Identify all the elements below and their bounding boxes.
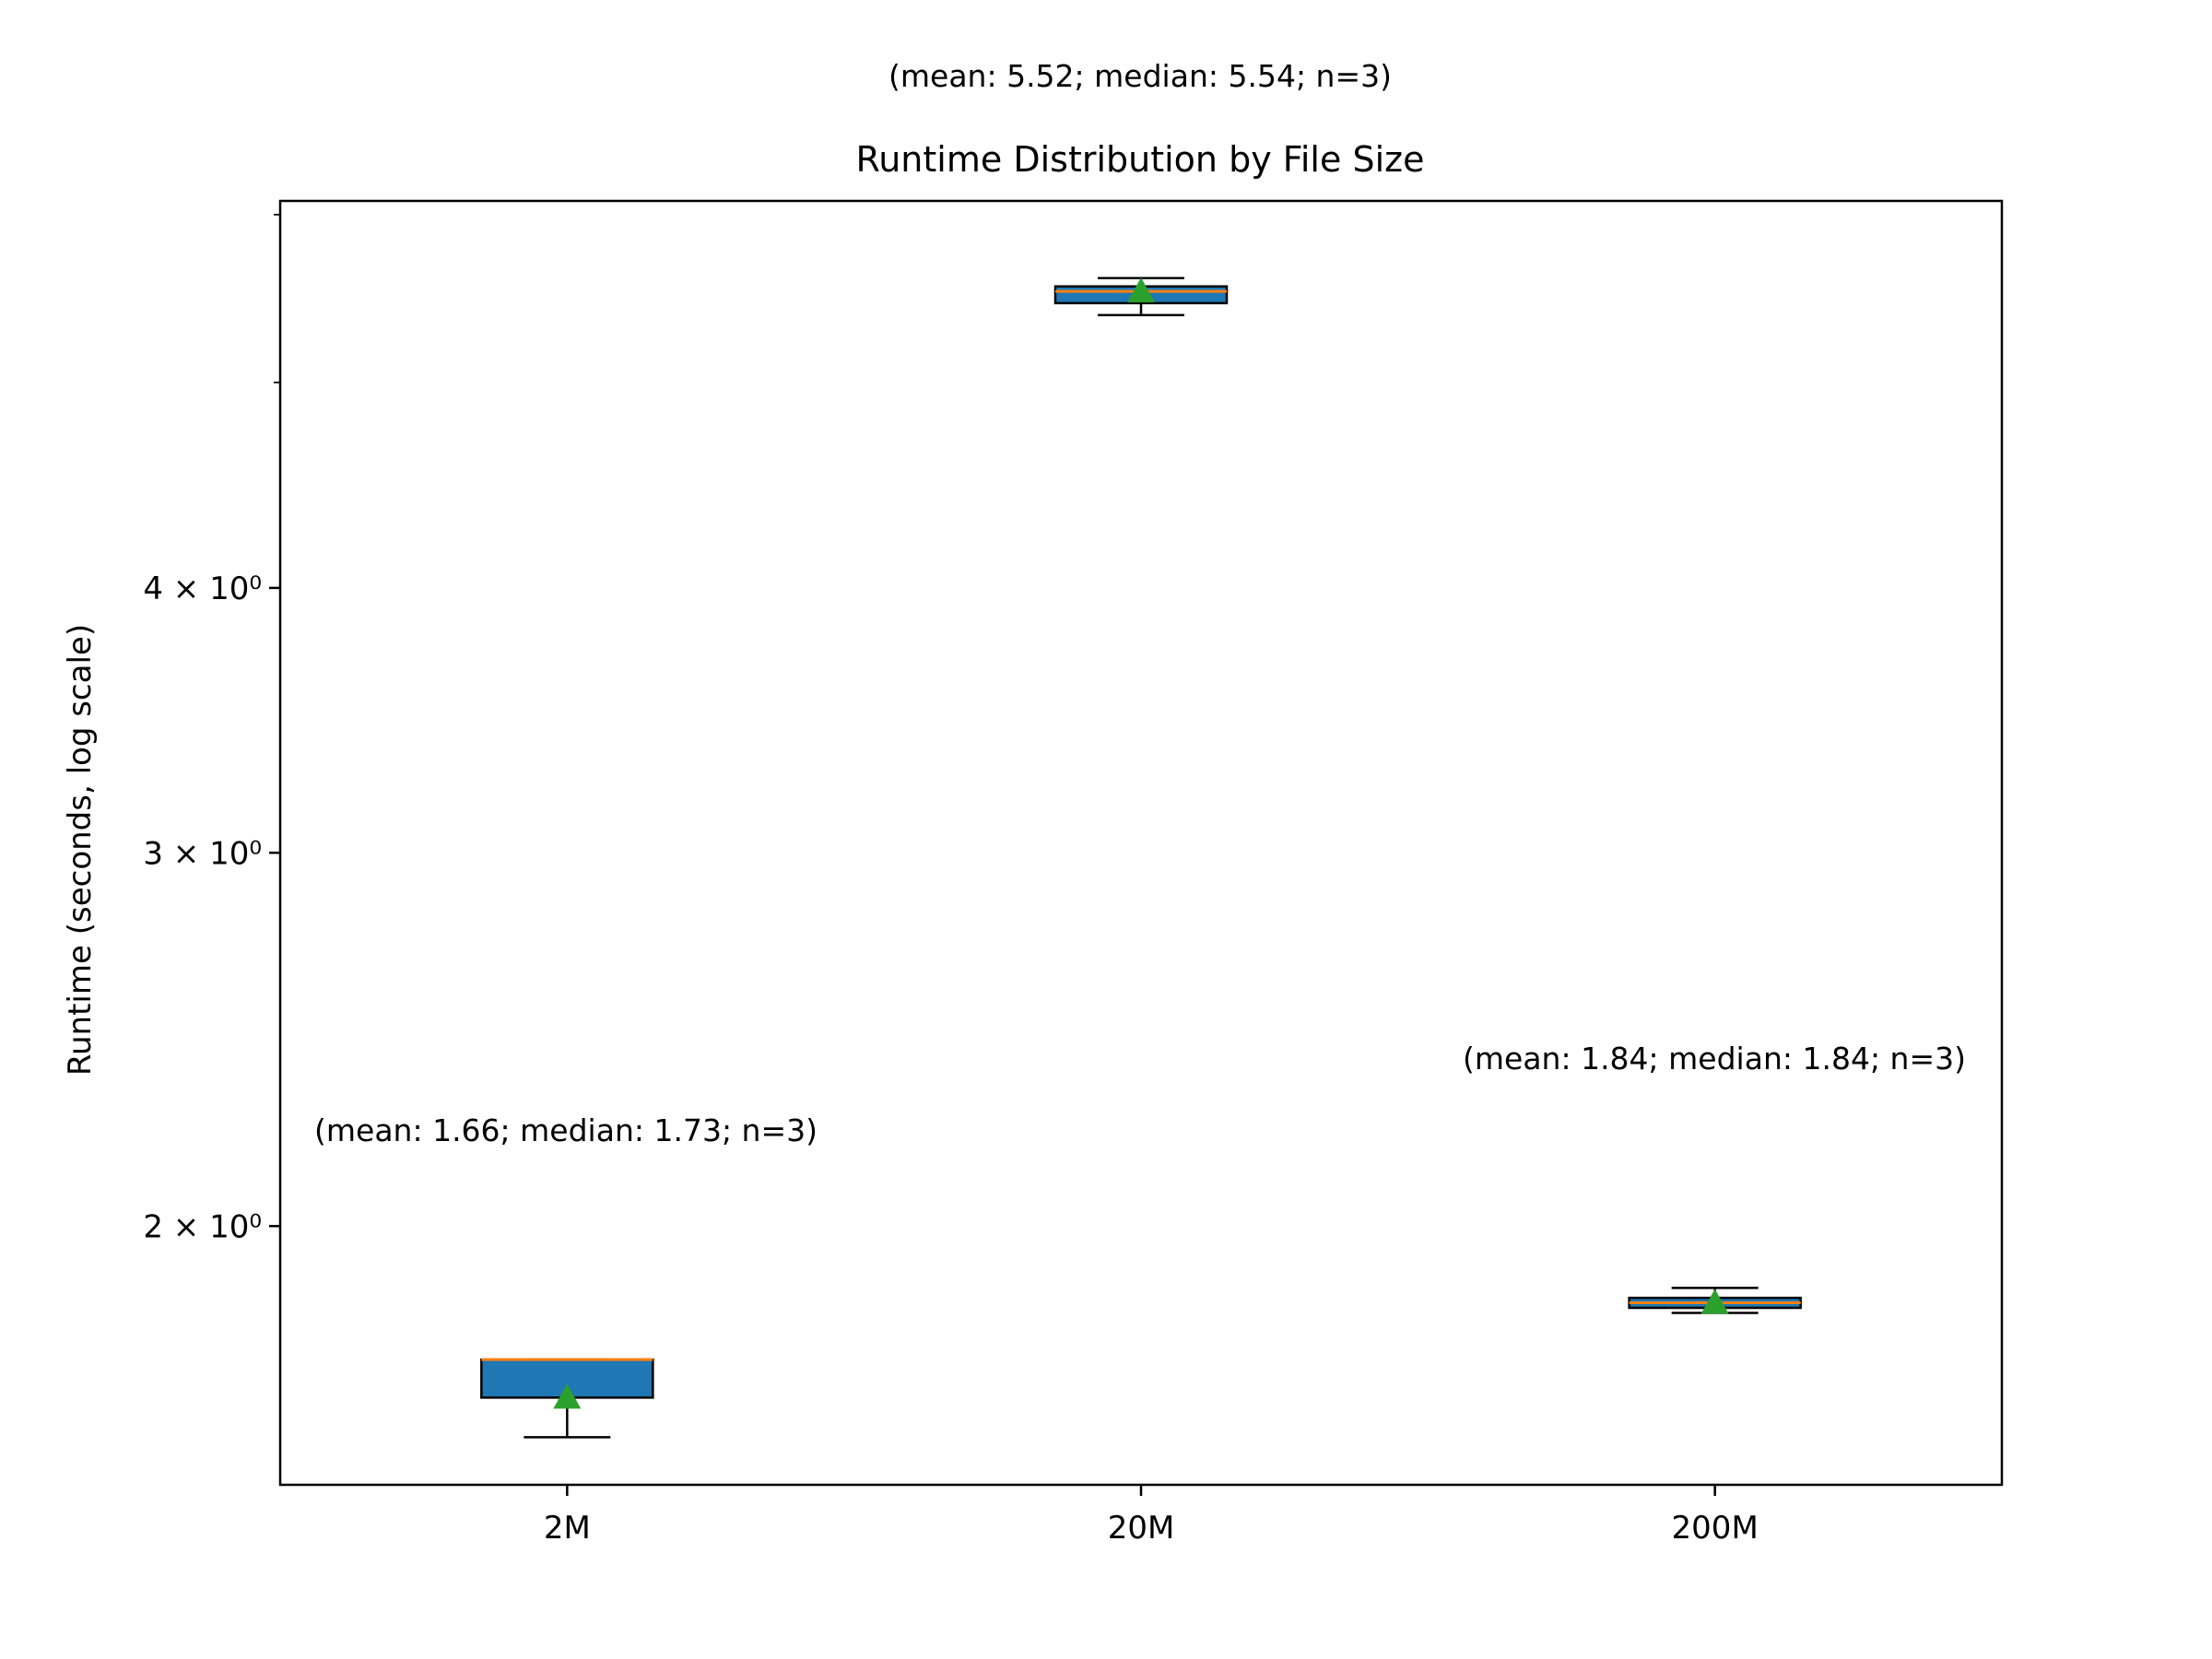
plot-frame: [278, 199, 2004, 1487]
annotations: (mean: 1.66; median: 1.73; n=3) (mean: 5.…: [314, 58, 1966, 1148]
chart-title: Runtime Distribution by File Size: [856, 139, 1425, 180]
y-tick-label: 4 × 10⁰: [143, 571, 262, 607]
x-tick-label: 20M: [1108, 1510, 1175, 1547]
y-tick-label: 3 × 10⁰: [143, 835, 262, 872]
mean-marker: [1127, 277, 1155, 303]
mean-marker: [1700, 1288, 1729, 1314]
stats-annotation-200M: (mean: 1.84; median: 1.84; n=3): [1463, 1041, 1966, 1077]
box-20M: [1053, 276, 1229, 317]
y-tick-label: 2 × 10⁰: [143, 1208, 262, 1245]
x-tick-label: 2M: [544, 1510, 591, 1547]
x-tick-label: 200M: [1672, 1510, 1759, 1547]
box-200M: [1628, 1287, 1802, 1314]
axes: 2 × 10⁰ 3 × 10⁰ 4 × 10⁰ 2M 20M 200M: [143, 213, 1759, 1547]
stats-annotation-20M: (mean: 5.52; median: 5.54; n=3): [888, 58, 1392, 94]
box-2M: [480, 1358, 654, 1439]
mean-marker: [553, 1383, 582, 1409]
plot-area: [480, 276, 1802, 1439]
stats-annotation-2M: (mean: 1.66; median: 1.73; n=3): [314, 1112, 818, 1148]
y-axis-label: Runtime (seconds, log scale): [62, 624, 99, 1076]
